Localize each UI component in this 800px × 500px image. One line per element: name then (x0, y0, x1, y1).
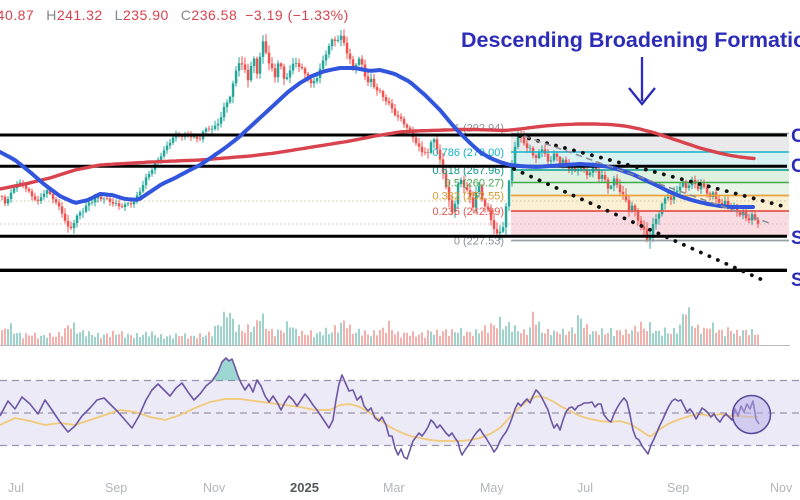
svg-text:Mar: Mar (383, 481, 405, 495)
svg-text:Jul: Jul (577, 481, 593, 495)
svg-text:Descending Broadening Formatio: Descending Broadening Formation (461, 28, 800, 52)
svg-text:Sep: Sep (667, 481, 689, 495)
svg-text:0.618 (267.96): 0.618 (267.96) (432, 165, 504, 177)
svg-text:C: C (791, 126, 800, 147)
svg-text:May: May (480, 481, 504, 495)
svg-text:0.382 (252.55): 0.382 (252.55) (432, 191, 504, 203)
svg-text:Jul: Jul (8, 481, 24, 495)
svg-text:Nov: Nov (203, 481, 226, 495)
svg-text:0.5 (260.27): 0.5 (260.27) (445, 178, 504, 190)
svg-text:Sep: Sep (105, 481, 127, 495)
svg-text:2025: 2025 (290, 480, 319, 495)
svg-text:0 (227.53): 0 (227.53) (454, 236, 504, 248)
svg-text:0.236 (242.99): 0.236 (242.99) (432, 206, 504, 218)
svg-text:S: S (791, 270, 800, 291)
svg-text:C: C (791, 156, 800, 177)
svg-text:Nov: Nov (770, 481, 793, 495)
svg-text:S: S (791, 228, 800, 249)
